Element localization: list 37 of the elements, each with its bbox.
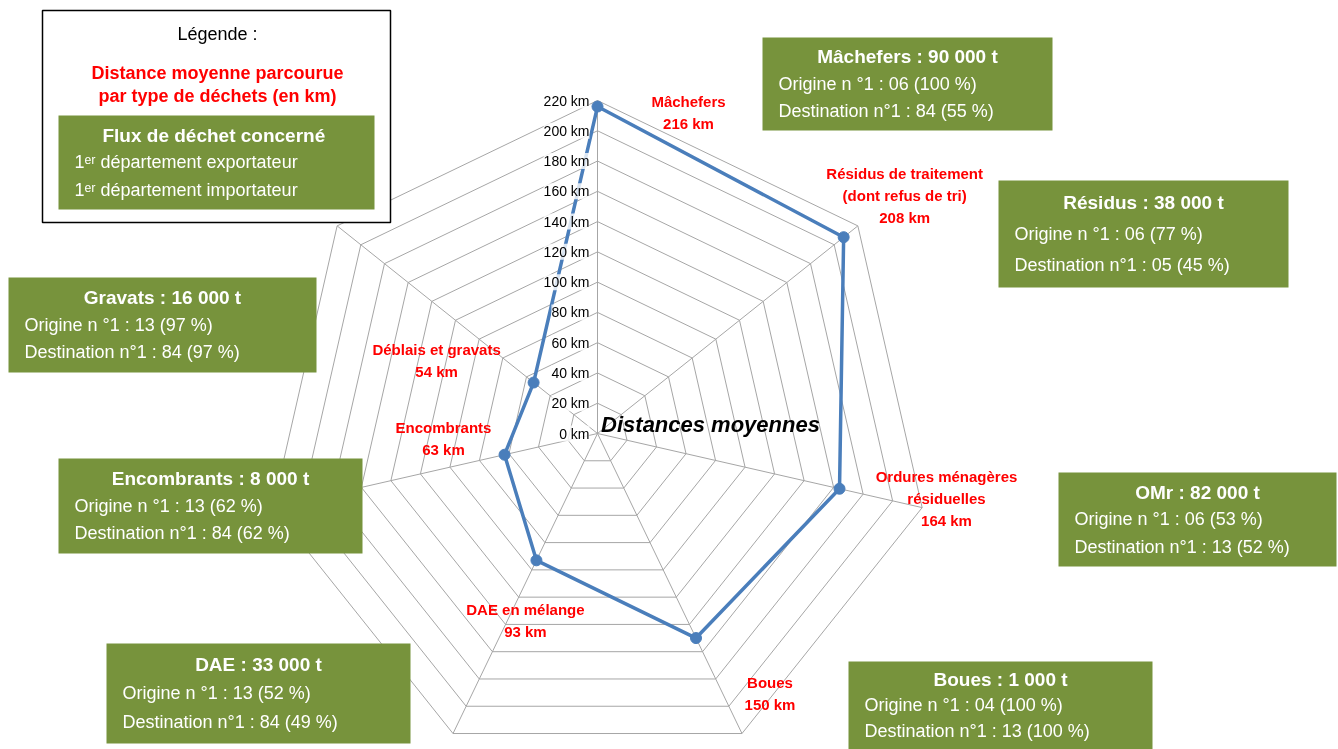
text: Encombrants : 8 000 t Origine n °1 : 13 (62 %) Destination n°1 : 84 (62 %) xyxy=(74,467,310,544)
spoke-label: DAE en mélange xyxy=(466,600,585,618)
text: DAE : 33 000 t Origine n °1 : 13 (52 %) Destination n°1 : 84 (49 %) xyxy=(122,653,338,733)
legend-title: Distance moyenne parcourue par type de déchets (en km) xyxy=(91,62,344,106)
text: 63 km xyxy=(422,441,465,459)
text: 93 km xyxy=(504,622,547,640)
text: 150 km xyxy=(744,695,796,713)
y-tick-label: 200 km xyxy=(543,122,590,139)
spoke-label: Ordures ménagères résiduelles xyxy=(875,468,1018,508)
y-tick-label: 100 km xyxy=(543,274,590,291)
spoke-label: Boues xyxy=(747,673,793,691)
text: Distances moyennes xyxy=(601,412,820,437)
text: 54 km xyxy=(415,363,458,381)
y-tick-label: 40 km xyxy=(551,364,590,381)
text: 164 km xyxy=(921,512,972,530)
spoke-label: Résidus de traitement (dont refus de tri) xyxy=(826,164,984,204)
y-tick-label: 140 km xyxy=(543,213,590,230)
text: Légende : xyxy=(177,23,258,44)
y-tick-label: 180 km xyxy=(543,153,590,170)
text: Boues : 1 000 t Origine n °1 : 04 (100 %) Destination n°1 : 13 (100 %) xyxy=(864,669,1090,741)
spoke-label: Mâchefers xyxy=(651,93,726,111)
y-tick-label: 220 km xyxy=(543,92,590,109)
text: 216 km xyxy=(663,115,714,133)
spoke-label: Déblais et gravats xyxy=(372,341,501,359)
text: OMr : 82 000 t Origine n °1 : 06 (53 %) Destination n°1 : 13 (52 %) xyxy=(1074,481,1290,557)
y-tick-label: 120 km xyxy=(543,243,590,260)
y-tick-label: 20 km xyxy=(551,395,590,412)
y-tick-label: 80 km xyxy=(551,304,590,321)
y-tick-label: 160 km xyxy=(543,183,590,200)
spoke-label: Encombrants xyxy=(395,419,492,437)
y-tick-label: 60 km xyxy=(551,334,590,351)
y-tick-label: 0 km xyxy=(559,425,590,442)
text: Flux de déchet concerné 1ᵉʳ département exportateur 1ᵉʳ département importateur xyxy=(74,124,326,200)
text: Gravats : 16 000 t Origine n °1 : 13 (97 %) Destination n°1 : 84 (97 %) xyxy=(24,286,242,363)
text: Mâchefers : 90 000 t Origine n °1 : 06 (100 %) Destination n°1 : 84 (55 %) xyxy=(778,46,999,121)
text: 208 km xyxy=(879,208,931,226)
text: Résidus : 38 000 t Origine n °1 : 06 (77 %) Destination n°1 : 05 (45 %) xyxy=(1014,192,1230,275)
